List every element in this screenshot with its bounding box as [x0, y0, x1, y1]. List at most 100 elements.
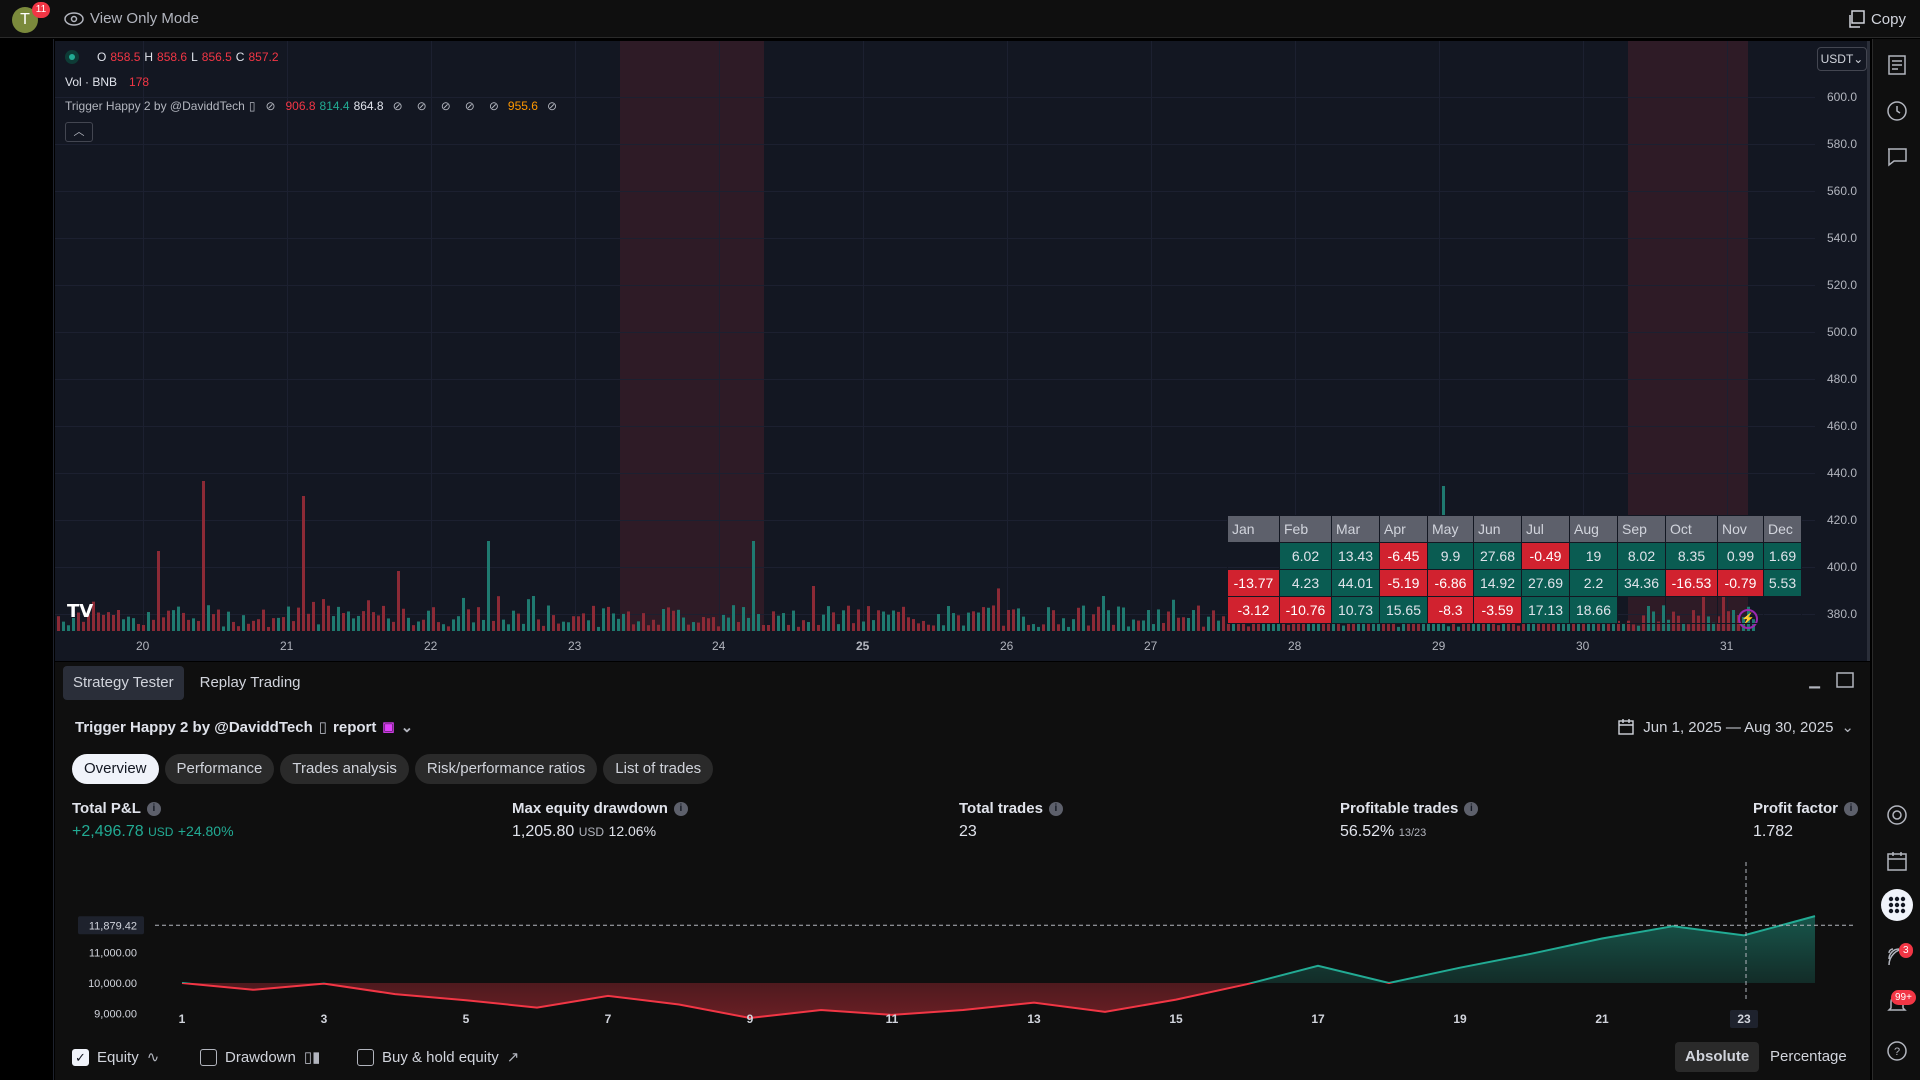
copy-icon: [1849, 10, 1865, 28]
source-code-icon: ▯: [248, 99, 256, 113]
volume-bar: [942, 625, 945, 631]
volume-bar: [1237, 621, 1240, 631]
tab-risk-ratios[interactable]: Risk/performance ratios: [414, 754, 598, 784]
tab-list-of-trades[interactable]: List of trades: [603, 754, 714, 784]
copy-button[interactable]: Copy: [1847, 10, 1906, 28]
tab-trades-analysis[interactable]: Trades analysis: [280, 754, 409, 784]
volume-bar: [332, 616, 335, 631]
target-icon[interactable]: [1885, 803, 1909, 827]
currency-selector[interactable]: USDT⌄: [1817, 47, 1867, 71]
pnl-value: +2,496.78: [72, 823, 144, 840]
return-cell: 34.36: [1617, 569, 1666, 597]
tab-overview[interactable]: Overview: [72, 754, 159, 784]
time-tick-label: 25: [856, 639, 870, 653]
time-tick-label: 31: [1720, 639, 1734, 653]
time-tick-label: 28: [1288, 639, 1302, 653]
info-icon[interactable]: i: [146, 801, 161, 816]
drawdown-toggle[interactable]: Drawdown ▯▮: [200, 1048, 320, 1066]
volume-bar: [402, 608, 405, 631]
price-axis[interactable]: 600.0 580.0 560.0 540.0 520.0 500.0 480.0 460.0…: [1815, 41, 1870, 661]
equity-x-label: 3: [321, 1012, 328, 1026]
volume-bar: [627, 611, 630, 631]
volume-bar: [622, 613, 625, 631]
calendar-icon: [1618, 719, 1634, 735]
tab-strategy-tester[interactable]: Strategy Tester: [63, 666, 184, 700]
grid-line: [55, 285, 1815, 286]
tradingview-logo[interactable]: TV: [67, 601, 94, 622]
info-icon[interactable]: i: [673, 801, 688, 816]
absolute-mode-button[interactable]: Absolute: [1675, 1042, 1760, 1072]
volume-bar: [832, 612, 835, 631]
volume-bar: [312, 601, 315, 631]
volume-bar: [182, 612, 185, 631]
eye-icon: [64, 11, 84, 26]
volume-bar: [1412, 623, 1415, 631]
volume-bar: [302, 496, 305, 631]
percentage-mode-button[interactable]: Percentage: [1770, 1048, 1847, 1065]
month-header: Jul: [1521, 515, 1570, 543]
volume-bar: [997, 588, 1000, 631]
volume-bar: [1497, 625, 1500, 631]
return-cell: 17.13: [1521, 596, 1570, 624]
volume-bar: [1657, 621, 1660, 631]
volume-bar: [742, 607, 745, 631]
volume-bar: [1342, 625, 1345, 631]
buyhold-toggle[interactable]: Buy & hold equity ↗: [357, 1048, 519, 1066]
volume-bar: [1147, 610, 1150, 631]
return-cell: 14.92: [1473, 569, 1522, 597]
volume-bar: [1057, 624, 1060, 631]
strategy-selector[interactable]: Trigger Happy 2 by @DaviddTech ▯ report …: [75, 718, 413, 737]
view-only-mode[interactable]: View Only Mode: [64, 10, 199, 27]
checkbox-checked[interactable]: ✓: [72, 1048, 89, 1066]
info-icon[interactable]: i: [1048, 801, 1063, 816]
return-cell: -6.86: [1427, 569, 1474, 597]
volume-bar: [1047, 607, 1050, 631]
collapse-legend-button[interactable]: ︿: [65, 122, 93, 142]
maximize-icon[interactable]: [1836, 672, 1854, 688]
equity-y-label: 11,000.00: [89, 947, 137, 959]
tab-replay-trading[interactable]: Replay Trading: [199, 674, 301, 691]
volume-bar: [1667, 619, 1670, 631]
return-cell: 18.66: [1569, 596, 1618, 624]
date-range-selector[interactable]: Jun 1, 2025 — Aug 30, 2025 ⌄: [1617, 718, 1854, 736]
chat-icon[interactable]: [1885, 145, 1909, 169]
info-icon[interactable]: i: [1464, 801, 1479, 816]
volume-bar: [162, 617, 165, 631]
apps-grid-button[interactable]: [1881, 889, 1913, 921]
volume-bar: [392, 621, 395, 631]
volume-bar: [192, 618, 195, 631]
checkbox-unchecked[interactable]: [200, 1048, 217, 1066]
return-cell: 6.02: [1279, 542, 1332, 570]
help-icon[interactable]: ?: [1885, 1039, 1909, 1063]
tab-performance[interactable]: Performance: [164, 754, 275, 784]
calendar-icon[interactable]: [1885, 849, 1909, 873]
checkbox-unchecked[interactable]: [357, 1048, 374, 1066]
volume-bar: [672, 610, 675, 631]
price-chart[interactable]: O 858.5 H 858.6 L 856.5 C 857.2 Vol · BNB 17…: [55, 41, 1870, 661]
table-row: -13.77 4.23 44.01 -5.19 -6.86 14.92 27.69 2.2 34…: [1227, 569, 1802, 597]
volume-bar: [1287, 624, 1290, 631]
volume-bar: [1112, 624, 1115, 631]
volume-bar: [747, 617, 750, 631]
volume-bar: [1137, 620, 1140, 631]
volume-bar: [502, 619, 505, 631]
right-toolbar: 3 99+ ?: [1872, 39, 1920, 1080]
alarm-clock-icon[interactable]: [1885, 99, 1909, 123]
grid-line: [143, 41, 144, 631]
minimize-icon[interactable]: ▁: [1809, 672, 1820, 688]
indicator-legend[interactable]: Trigger Happy 2 by @DaviddTech ▯ ⊘ 906.8…: [65, 99, 557, 113]
volume-bar: [117, 609, 120, 631]
metric-value: 1,205.80 USD 12.06%: [512, 823, 688, 841]
volume-bar: [922, 620, 925, 631]
info-icon[interactable]: i: [1844, 801, 1859, 816]
price-tick-label: 440.0: [1827, 466, 1858, 480]
equity-toggle[interactable]: ✓ Equity ∿: [72, 1048, 159, 1066]
month-header: Apr: [1379, 515, 1428, 543]
return-cell: 27.69: [1521, 569, 1570, 597]
grid-line: [287, 41, 288, 631]
watchlist-icon[interactable]: [1885, 53, 1909, 77]
volume-bar: [57, 616, 60, 631]
volume-legend[interactable]: Vol · BNB 178: [65, 75, 149, 89]
volume-bar: [677, 609, 680, 631]
